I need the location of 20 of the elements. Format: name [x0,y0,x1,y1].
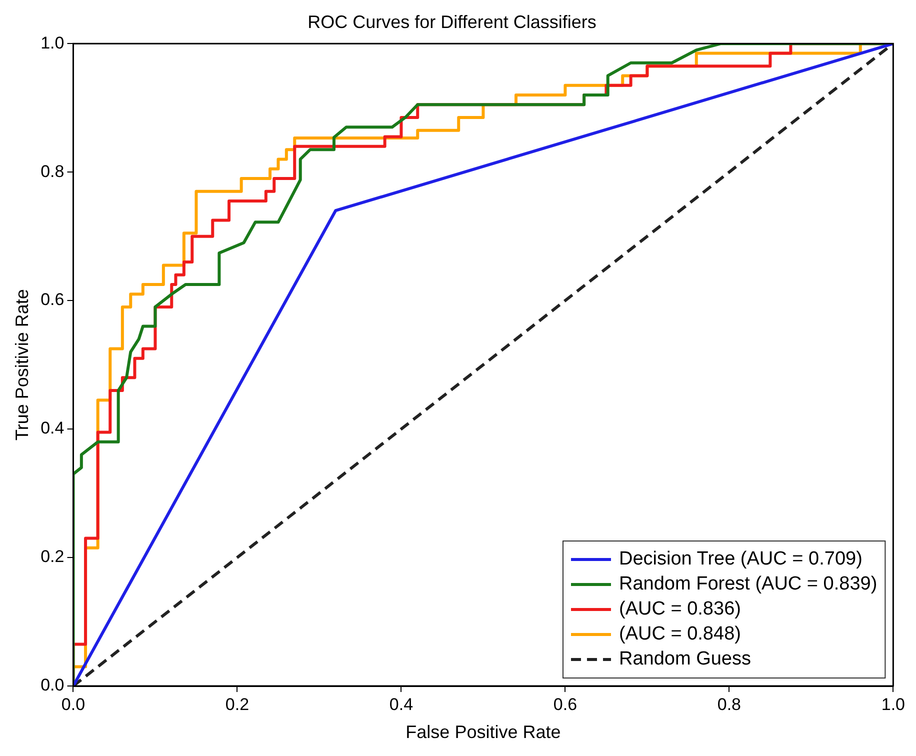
x-axis-title: False Positive Rate [406,722,561,742]
legend-label: (AUC = 0.836) [618,598,741,620]
y-axis-title: True Positivie Rate [12,289,32,441]
x-tick-label: 0.8 [717,694,742,714]
y-tick-label: 1.0 [40,33,64,52]
x-tick-label: 0.6 [553,694,578,714]
y-tick-label: 0.4 [40,418,64,438]
y-tick-label: 0.8 [40,162,64,181]
legend-label: Random Guess [618,648,752,670]
legend-label: Random Forest (AUC = 0.839) [618,574,878,595]
x-tick-label: 1.0 [881,694,906,714]
chart-title: ROC Curves for Different Classifiers [308,12,596,32]
legend-label: Decision Tree (AUC = 0.709) [618,548,862,570]
y-tick-label: 0.2 [40,547,64,566]
legend-label: (AUC = 0.848) [618,624,741,645]
y-tick-label: 0.6 [40,290,64,310]
y-tick-label: 0.0 [40,676,64,695]
x-tick-label: 0.0 [61,694,86,714]
x-tick-label: 0.4 [389,694,414,714]
x-tick-label: 0.2 [225,694,250,714]
